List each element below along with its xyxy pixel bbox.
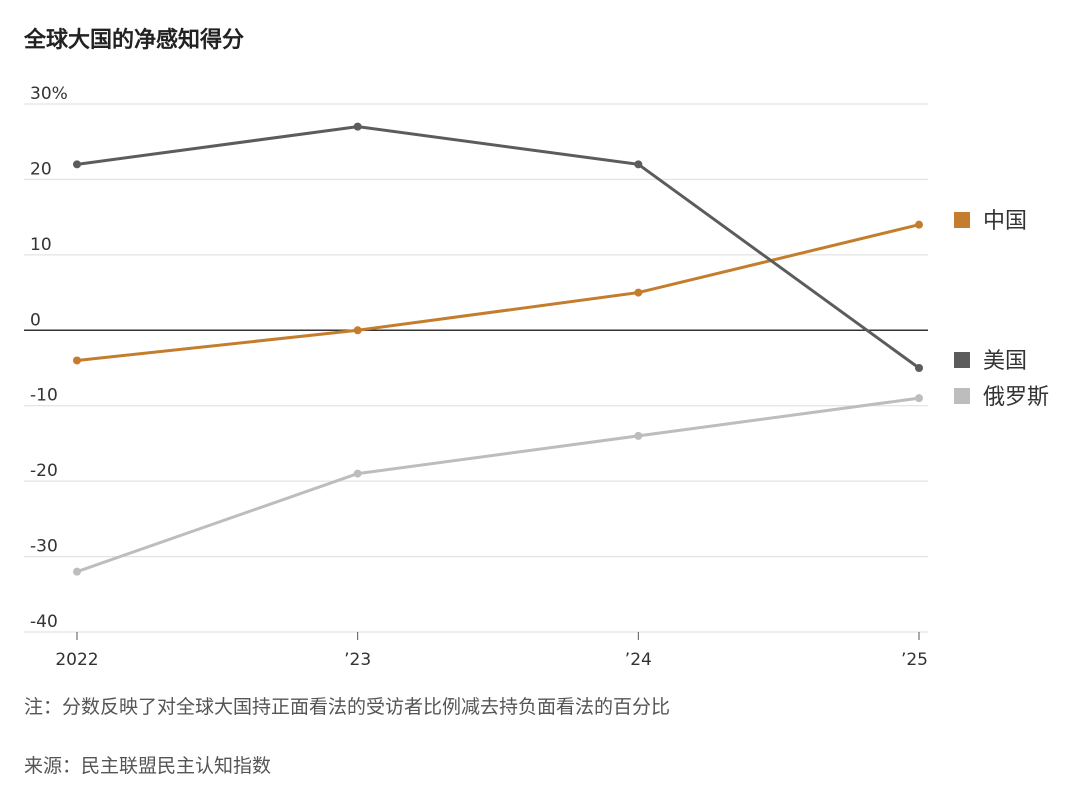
x-tick-label-1: ’23 <box>344 650 371 670</box>
data-point-2-3 <box>915 394 923 403</box>
legend-swatch-2 <box>954 388 970 404</box>
y-tick-label-0: 30% <box>30 84 68 104</box>
series-line-2 <box>76 396 920 574</box>
gridlines <box>24 103 928 633</box>
data-point-0-2 <box>634 288 643 297</box>
y-axis-ticks: 30% 20 10 0 -10 -20 -30 -40 <box>30 84 68 632</box>
data-point-2-1 <box>353 469 362 478</box>
legend-label-0: 中国 <box>983 209 1027 234</box>
data-point-1-3 <box>915 364 923 372</box>
y-tick-label-4: -10 <box>30 386 58 406</box>
chart-title: 全球大国的净感知得分 <box>24 28 245 53</box>
y-tick-label-6: -30 <box>30 537 58 557</box>
x-tick-label-2: ’24 <box>625 650 652 670</box>
legend-swatch-1 <box>954 352 970 368</box>
data-point-1-1 <box>353 122 362 131</box>
data-point-2-0 <box>73 567 81 576</box>
legend-label-1: 美国 <box>983 349 1027 374</box>
legend-swatch-0 <box>954 212 970 228</box>
data-point-1-2 <box>634 160 643 169</box>
chart-source: 来源：民主联盟民主认知指数 <box>24 755 272 777</box>
y-tick-label-3: 0 <box>30 310 41 330</box>
series-line-0 <box>76 223 920 362</box>
data-point-1-0 <box>73 160 81 169</box>
line-chart: 30% 20 10 0 -10 -20 -30 -40 2022 ’23 ’24 ’25 中国美国俄… <box>24 84 1049 670</box>
data-point-0-3 <box>915 220 923 229</box>
y-tick-label-5: -20 <box>30 461 58 481</box>
y-tick-label-1: 20 <box>30 159 52 179</box>
legend-label-2: 俄罗斯 <box>983 385 1049 410</box>
series-line-1 <box>76 125 920 370</box>
chart-note: 注：分数反映了对全球大国持正面看法的受访者比例减去持负面看法的百分比 <box>24 696 671 718</box>
data-point-2-2 <box>634 431 643 440</box>
x-axis-ticks: 2022 ’23 ’24 ’25 <box>55 632 928 670</box>
y-tick-label-2: 10 <box>30 235 52 255</box>
series-lines <box>73 122 923 576</box>
x-tick-label-3: ’25 <box>901 650 928 670</box>
data-point-0-0 <box>73 356 81 365</box>
y-tick-label-7: -40 <box>30 612 58 632</box>
x-tick-label-0: 2022 <box>55 650 98 670</box>
data-point-0-1 <box>353 326 362 335</box>
